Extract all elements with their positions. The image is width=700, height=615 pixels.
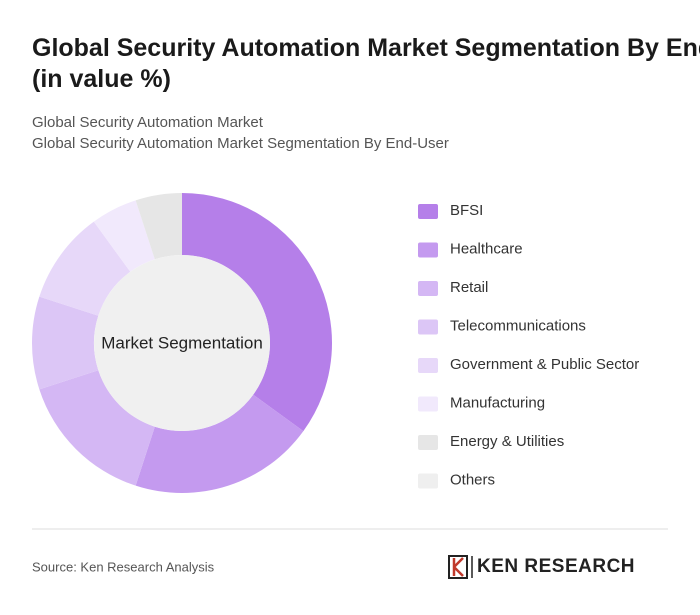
legend-label: Government & Public Sector [450, 356, 639, 373]
legend-label: BFSI [450, 202, 483, 219]
donut-slice [32, 296, 99, 390]
legend-label: Retail [450, 279, 488, 296]
legend-swatch [418, 435, 438, 450]
legend-swatch [418, 319, 438, 335]
donut-slice [135, 394, 304, 493]
logo-icon [448, 555, 473, 579]
legend-label: Manufacturing [450, 394, 545, 411]
center-label: Market Segmentation [101, 333, 263, 352]
legend-swatch [418, 358, 438, 373]
legend-swatch [418, 204, 438, 219]
subtitle: Global Security Automation Market Segmen… [32, 135, 449, 152]
donut-slice [39, 221, 131, 316]
legend-swatch [418, 242, 438, 258]
logo-text: KEN RESEARCH [477, 556, 635, 577]
chart-title: Global Security Automation Market Segmen… [32, 34, 700, 93]
legend-label: Healthcare [450, 240, 523, 257]
donut-hole [94, 255, 270, 431]
donut-slice [39, 370, 155, 486]
legend-label: Telecommunications [450, 317, 586, 334]
donut-slice [182, 193, 332, 432]
legend-swatch [418, 396, 438, 412]
donut-slice [135, 193, 182, 260]
legend-label: Energy & Utilities [450, 433, 564, 450]
donut-slice [93, 200, 155, 272]
subtitle: Global Security Automation Market [32, 114, 264, 131]
legend-swatch [418, 473, 438, 489]
source: Source: Ken Research Analysis [32, 559, 215, 574]
legend-label: Others [450, 471, 495, 488]
legend-swatch [418, 281, 438, 296]
